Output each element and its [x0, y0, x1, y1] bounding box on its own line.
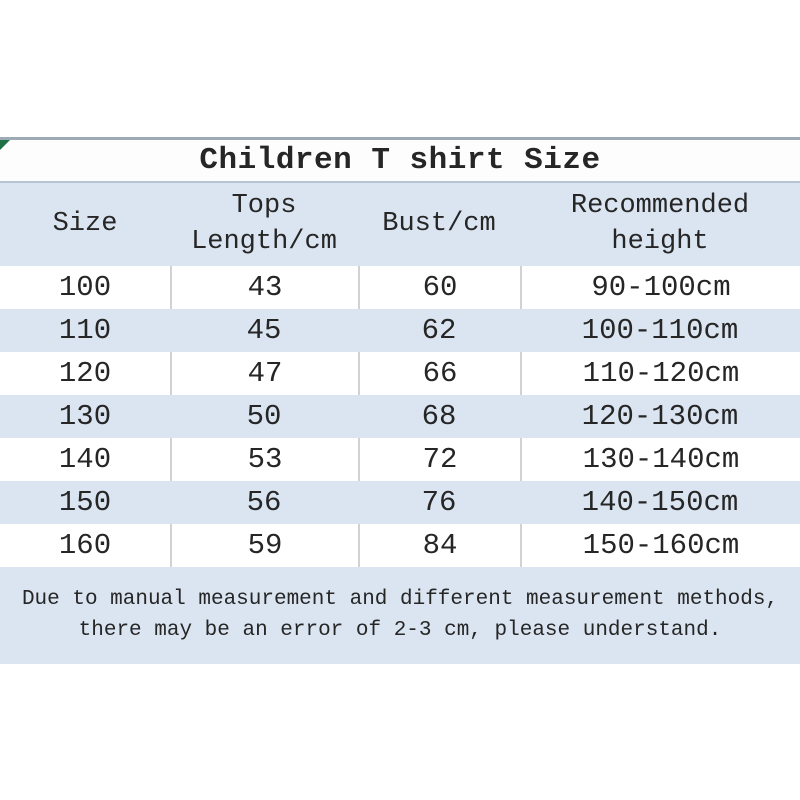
table-row: 100 43 60 90-100cm	[0, 266, 800, 309]
table-row: 120 47 66 110-120cm	[0, 352, 800, 395]
table-row: 130 50 68 120-130cm	[0, 395, 800, 438]
table-cell: 130-140cm	[520, 438, 800, 481]
table-cell: 120	[58, 357, 112, 390]
excel-corner-marker-icon	[0, 140, 10, 150]
table-cell: 120-130cm	[581, 400, 739, 433]
table-cell: 45	[246, 314, 282, 347]
table-cell: 140	[58, 443, 112, 476]
table-row: 140 53 72 130-140cm	[0, 438, 800, 481]
table-cell: 76	[421, 486, 457, 519]
table-cell: 60	[358, 266, 520, 309]
table-cell: 100	[58, 271, 112, 304]
table-cell: 72	[358, 438, 520, 481]
table-body: 100 43 60 90-100cm 110 45 62 100-110cm 120 47 66 11…	[0, 266, 800, 567]
table-title-row: Children T shirt Size	[0, 137, 800, 183]
table-cell: 68	[421, 400, 457, 433]
table-cell: 56	[246, 486, 282, 519]
table-cell: 160	[58, 529, 112, 562]
size-chart: Children T shirt Size Size Tops Length/c…	[0, 137, 800, 664]
table-cell: 62	[421, 314, 457, 347]
table-cell: 130	[58, 400, 112, 433]
table-cell: 47	[170, 352, 358, 395]
table-cell: 43	[170, 266, 358, 309]
column-header-bust: Bust/cm	[382, 208, 496, 239]
table-cell: 90-100cm	[520, 266, 800, 309]
table-row: 150 56 76 140-150cm	[0, 481, 800, 524]
disclaimer-line-1: Due to manual measurement and different …	[21, 588, 779, 612]
table-cell: 59	[170, 524, 358, 567]
table-cell: 66	[358, 352, 520, 395]
column-header-size: Size	[52, 208, 118, 239]
table-cell: 150	[58, 486, 112, 519]
column-header-recommended-height: Recommended height	[570, 190, 750, 257]
table-cell: 110	[58, 314, 112, 347]
table-cell: 84	[358, 524, 520, 567]
measurement-disclaimer: Due to manual measurement and different …	[0, 567, 800, 664]
table-row: 160 59 84 150-160cm	[0, 524, 800, 567]
table-header-row: Size Tops Length/cm Bust/cm Recommended …	[0, 183, 800, 266]
table-title: Children T shirt Size	[199, 143, 601, 178]
table-cell: 50	[246, 400, 282, 433]
table-cell: 53	[170, 438, 358, 481]
table-row: 110 45 62 100-110cm	[0, 309, 800, 352]
column-header-tops-length: Tops Length/cm	[191, 190, 337, 257]
disclaimer-line-2: there may be an error of 2-3 cm, please …	[78, 618, 722, 642]
table-cell: 100-110cm	[581, 314, 739, 347]
table-cell: 140-150cm	[581, 486, 739, 519]
table-cell: 150-160cm	[520, 524, 800, 567]
table-cell: 110-120cm	[520, 352, 800, 395]
